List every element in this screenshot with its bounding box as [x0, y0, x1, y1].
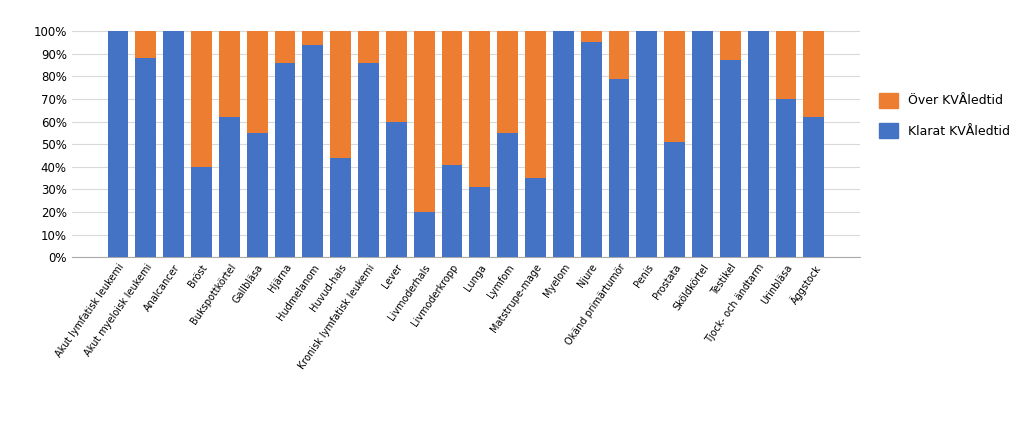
Bar: [525, 31, 546, 178]
Bar: [441, 165, 463, 257]
Bar: [469, 187, 490, 257]
Bar: [608, 79, 630, 257]
Bar: [191, 167, 212, 257]
Bar: [775, 99, 797, 257]
Bar: [498, 31, 518, 133]
Bar: [358, 63, 379, 257]
Bar: [581, 31, 602, 42]
Bar: [358, 31, 379, 63]
Bar: [191, 31, 212, 167]
Bar: [720, 31, 740, 60]
Bar: [665, 31, 685, 142]
Bar: [108, 31, 128, 257]
Bar: [219, 117, 240, 257]
Bar: [302, 45, 324, 257]
Bar: [330, 158, 351, 257]
Bar: [748, 31, 769, 257]
Bar: [553, 31, 573, 257]
Bar: [414, 212, 434, 257]
Bar: [608, 31, 630, 79]
Bar: [414, 31, 434, 212]
Bar: [163, 31, 184, 257]
Bar: [804, 117, 824, 257]
Bar: [247, 133, 267, 257]
Bar: [804, 31, 824, 117]
Bar: [135, 58, 157, 257]
Bar: [692, 31, 713, 257]
Bar: [274, 31, 295, 63]
Bar: [581, 42, 602, 257]
Bar: [219, 31, 240, 117]
Bar: [665, 142, 685, 257]
Bar: [775, 31, 797, 99]
Bar: [302, 31, 324, 45]
Bar: [720, 60, 740, 257]
Bar: [469, 31, 490, 187]
Bar: [441, 31, 463, 165]
Bar: [330, 31, 351, 158]
Bar: [247, 31, 267, 133]
Bar: [274, 63, 295, 257]
Bar: [135, 31, 157, 58]
Bar: [525, 178, 546, 257]
Bar: [386, 31, 407, 121]
Legend: Över KVÅledtid, Klarat KVÅledtid: Över KVÅledtid, Klarat KVÅledtid: [874, 88, 1015, 143]
Bar: [386, 121, 407, 257]
Bar: [498, 133, 518, 257]
Bar: [637, 31, 657, 257]
